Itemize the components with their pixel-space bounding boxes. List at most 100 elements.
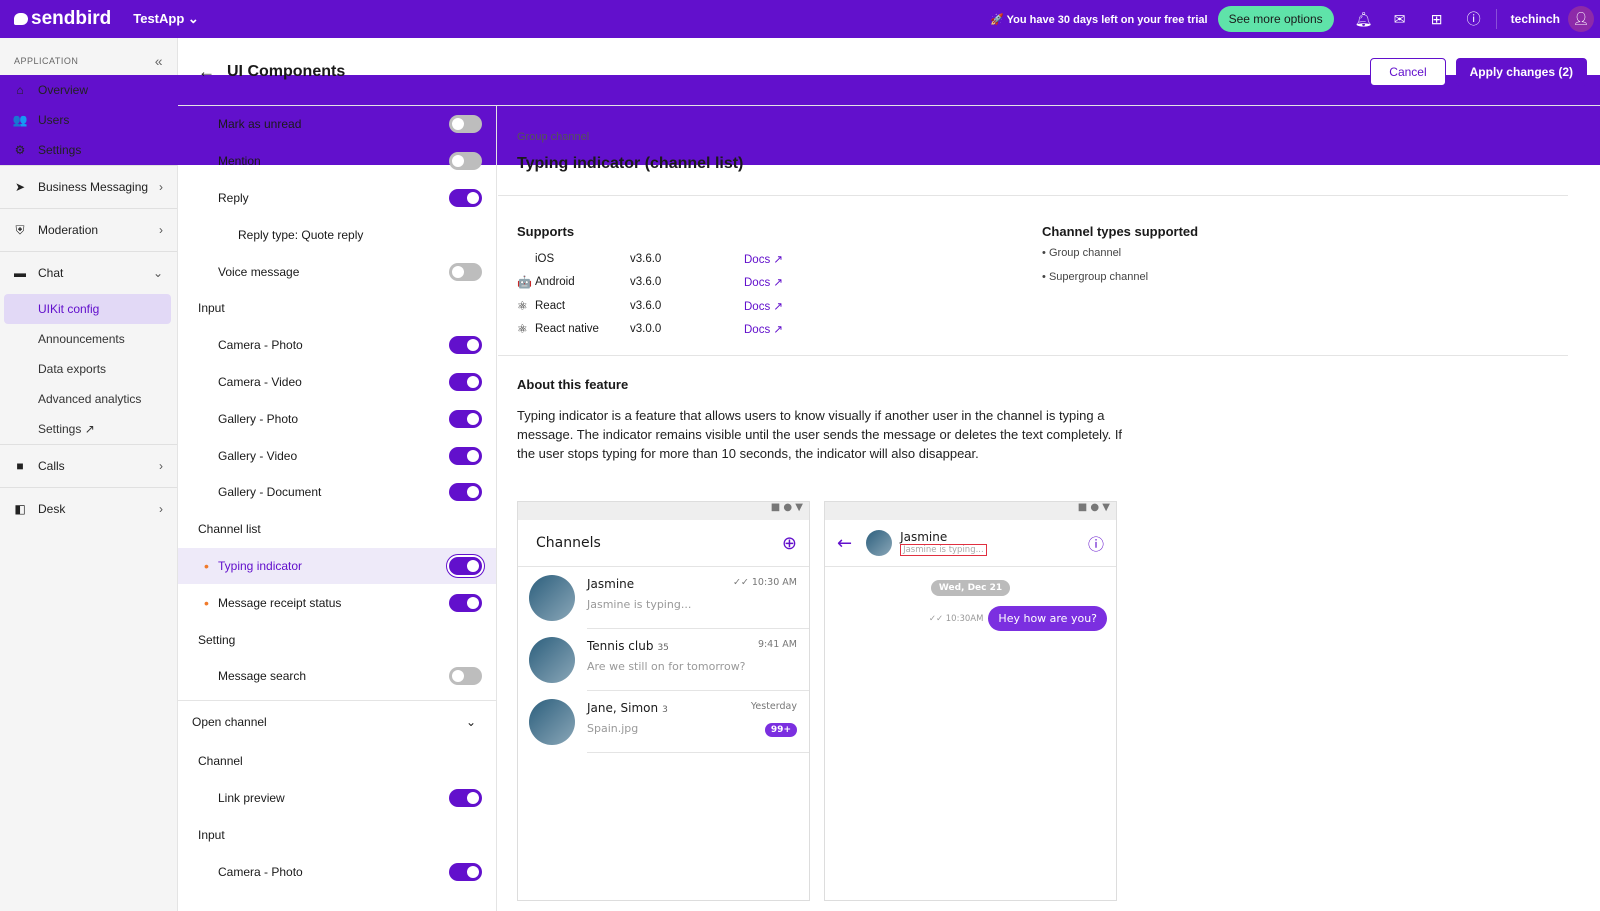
unread-badge: 99+ [764,723,797,737]
sidebar-item-overview[interactable]: ⌂ Overview [0,75,1600,105]
toggle-switch[interactable] [449,593,482,612]
toggle-switch[interactable] [449,788,482,807]
toggle-switch[interactable] [449,409,482,428]
setting-row[interactable]: Camera - Photo [178,853,496,890]
sidebar-item-settings-[interactable]: Settings ↗ [0,414,177,444]
feature-title: Typing indicator (channel list) [517,155,744,172]
about-heading: About this feature [517,377,629,392]
section-heading[interactable]: Setting [178,621,496,658]
toggle-switch[interactable] [449,556,482,575]
setting-row[interactable]: Mark as unread [178,106,496,143]
chevron-icon: › [159,459,163,473]
mail-icon[interactable]: ✉ [1393,10,1406,27]
docs-link[interactable]: Docs ↗ [744,253,784,266]
divider [1495,9,1497,29]
chevron-icon: › [159,180,163,194]
setting-label: Link preview [218,790,285,805]
channel-item: Jane, Simon 3 Spain.jpg Yesterday 99+ [518,691,809,753]
username[interactable]: techinch [1510,12,1560,26]
platform-icon: ⚛ [517,322,528,337]
setting-row[interactable]: Mention [178,143,496,180]
channel-time: Yesterday [750,701,797,712]
toggle-switch[interactable] [449,667,482,686]
sidebar-item-announcements[interactable]: Announcements [0,324,177,354]
sendbird-logo[interactable]: sendbird [14,8,111,30]
sidebar-item-uikit-config[interactable]: UIKit config [4,294,171,324]
docs-link[interactable]: Docs ↗ [744,300,784,313]
see-more-options-button[interactable]: See more options [1217,6,1334,32]
user-avatar-icon[interactable]: 👤︎ [1568,6,1594,32]
setting-row[interactable]: Message search [178,658,496,695]
toggle-switch[interactable] [449,152,482,171]
typing-indicator-text: Jasmine is typing... [900,544,987,556]
sidebar-item-label: Chat [38,266,64,280]
platform-row: iOS v3.6.0 Docs ↗ [517,247,783,271]
sidebar-item-label: Users [38,113,70,127]
apply-changes-button[interactable]: Apply changes (2) [1455,57,1587,86]
app-selector[interactable]: TestApp ⌄ [133,11,199,26]
setting-label: Camera - Video [218,374,302,389]
setting-row[interactable]: Open channel ⌄ [178,699,496,743]
sidebar-item-users[interactable]: 👥 Users [0,105,1600,135]
setting-row[interactable]: Gallery - Video [178,437,496,474]
bell-icon[interactable]: 🔔︎ [1354,10,1373,27]
sidebar-item-desk[interactable]: ◧ Desk › [0,487,177,530]
sidebar-item-calls[interactable]: ■ Calls › [0,444,177,487]
sidebar-item-data-exports[interactable]: Data exports [0,354,177,384]
setting-row[interactable]: Reply type: Quote reply [178,216,496,253]
sidebar-item-label: Data exports [38,362,107,376]
section-heading[interactable]: Channel list [178,511,496,548]
chevron-down-icon[interactable]: ⌄ [465,714,476,729]
setting-label: Message receipt status [218,595,342,610]
channel-avatar [529,637,575,683]
section-heading[interactable]: Channel [178,743,496,780]
sidebar-item-moderation[interactable]: ⛨ Moderation › [0,208,177,251]
toggle-switch[interactable] [449,262,482,281]
toggle-switch[interactable] [449,483,482,502]
toggle-switch[interactable] [449,115,482,134]
page-title: UI Components [227,62,346,80]
gift-icon[interactable]: ⊞ [1430,10,1443,27]
sidebar-item-business-messaging[interactable]: ➤ Business Messaging › [0,165,177,208]
platform-name: React native [535,323,599,336]
toggle-switch[interactable] [449,188,482,207]
setting-label: Camera - Photo [218,338,303,353]
cancel-button[interactable]: Cancel [1370,57,1446,86]
bullet-icon: • [204,594,209,611]
sidebar-item-advanced-analytics[interactable]: Advanced analytics [0,384,177,414]
toggle-switch[interactable] [449,336,482,355]
help-icon[interactable]: ⓘ [1466,11,1481,27]
section-heading[interactable]: Input [178,290,496,327]
setting-row[interactable]: Gallery - Photo [178,400,496,437]
setting-row[interactable]: Camera - Video [178,364,496,401]
setting-label: Camera - Photo [218,864,303,879]
sidebar-item-settings[interactable]: ⚙ Settings [0,135,1600,165]
back-arrow-icon[interactable]: ← [198,61,215,81]
settings-panel[interactable]: Mark as unread Mention Reply Reply type: Qu… [178,106,497,911]
sidebar-item-icon: ◧ [14,502,26,516]
setting-row[interactable]: Gallery - Document [178,474,496,511]
setting-row[interactable]: Voice message [178,253,496,290]
setting-row[interactable]: • Typing indicator [178,547,496,585]
last-message: Spain.jpg [587,722,639,735]
toggle-switch[interactable] [449,446,482,465]
collapse-sidebar-icon[interactable]: « [154,53,163,69]
setting-row[interactable]: Camera - Photo [178,327,496,364]
setting-label: Reply type: Quote reply [238,227,364,242]
toggle-switch[interactable] [449,372,482,391]
toggle-switch[interactable] [449,862,482,881]
setting-label: Message search [218,669,307,684]
platform-row: 🤖 Android v3.6.0 Docs ↗ [517,271,783,295]
back-arrow-icon: ← [837,532,853,554]
section-heading[interactable]: Input [178,816,496,853]
setting-row[interactable]: • Message receipt status [178,584,496,621]
sidebar-item-label: Announcements [38,332,125,346]
channel-item: Tennis club 35 Are we still on for tomorro… [518,629,809,691]
sidebar: APPLICATION « ⌂ Overview 👥 Users ⚙ Settings ➤ Bu… [0,38,1600,911]
channel-types-heading: Channel types supported [1042,224,1199,239]
setting-row[interactable]: Reply [178,180,496,217]
docs-link[interactable]: Docs ↗ [744,324,784,337]
sidebar-item-chat[interactable]: ▬ Chat ⌄ [0,251,177,294]
docs-link[interactable]: Docs ↗ [744,277,784,290]
setting-row[interactable]: Link preview [178,780,496,817]
